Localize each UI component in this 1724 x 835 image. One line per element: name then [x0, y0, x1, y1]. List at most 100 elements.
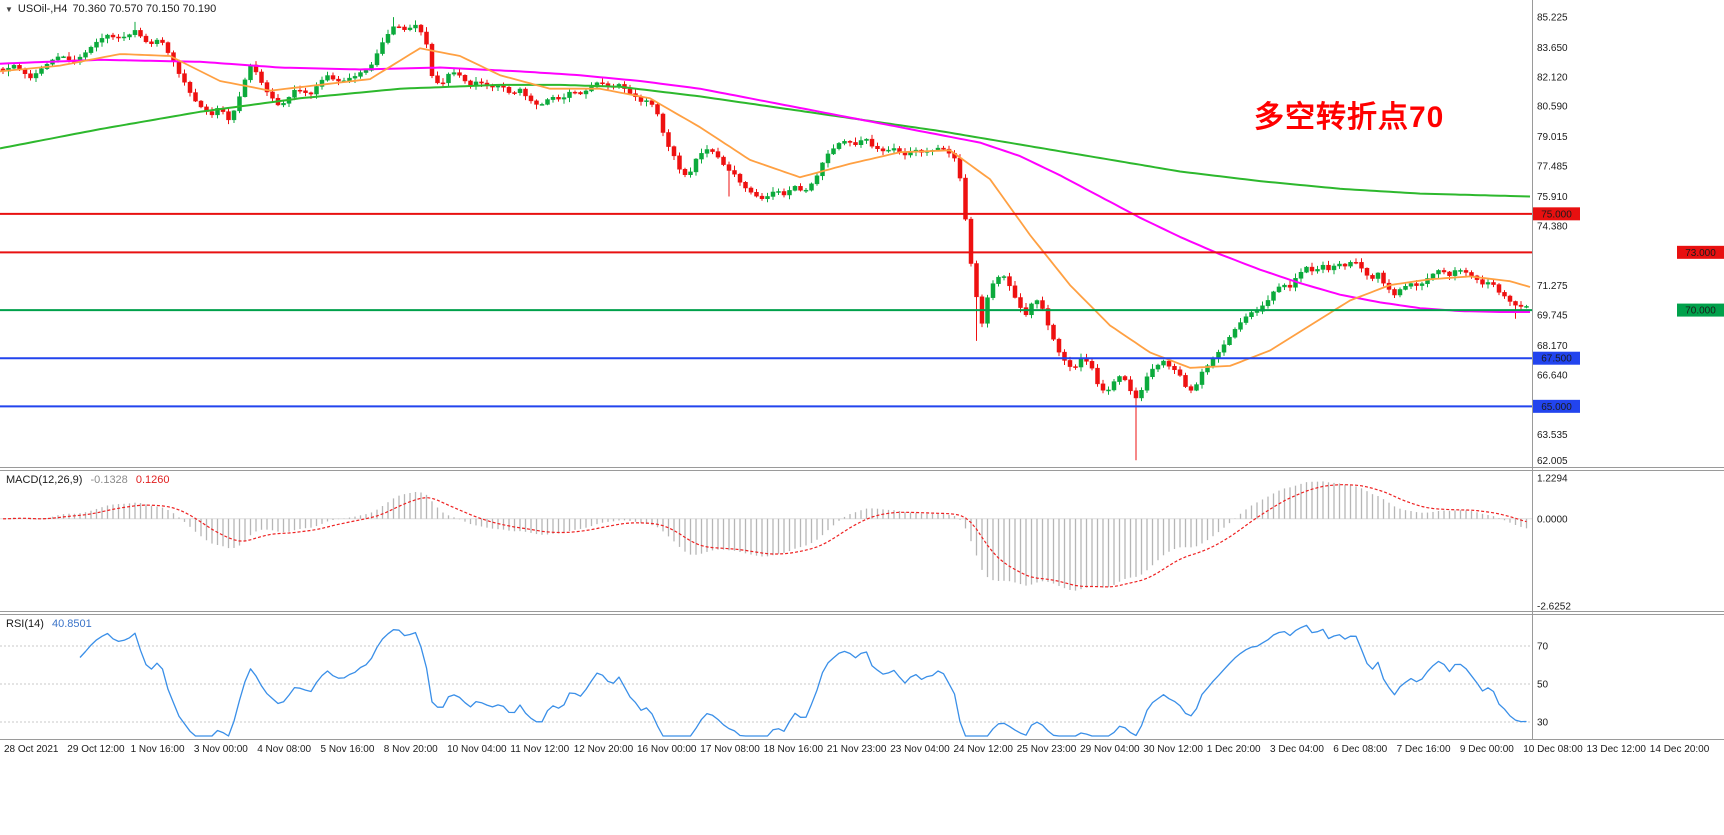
time-tick-label: 23 Nov 04:00: [890, 744, 950, 755]
candle-body: [666, 132, 671, 147]
candle-body: [1298, 271, 1304, 279]
candle-body: [407, 27, 413, 30]
time-tick-label: 3 Dec 04:00: [1270, 744, 1324, 755]
candle-body: [1194, 384, 1199, 391]
candle-body: [836, 143, 842, 149]
candle-body: [1221, 344, 1227, 353]
candle-body: [319, 79, 325, 87]
candle-body: [1023, 307, 1029, 316]
candle-body: [1227, 336, 1232, 346]
price-scale[interactable]: 85.225 83.650 82.120 80.590 79.015 77.485 75.9…: [1533, 13, 1724, 729]
price-tick-label: 83.650: [1537, 43, 1568, 54]
candle-body: [1238, 322, 1243, 330]
candle-body: [143, 35, 149, 43]
candle-body: [1326, 264, 1331, 271]
candle-body: [1001, 276, 1007, 278]
candle-body: [957, 157, 963, 179]
candle-body: [583, 90, 589, 95]
candle-body: [160, 39, 165, 43]
candle-body: [737, 173, 743, 183]
candle-body: [39, 68, 44, 74]
candle-body: [1056, 338, 1062, 353]
candle-body: [1265, 300, 1271, 307]
candle-body: [1359, 262, 1364, 269]
candle-body: [990, 283, 996, 298]
time-tick-label: 25 Nov 23:00: [1017, 744, 1077, 755]
candle-body: [380, 42, 385, 54]
candle-body: [154, 39, 160, 44]
candle-body: [726, 164, 732, 171]
candle-body: [1012, 285, 1018, 298]
candle-body: [1320, 264, 1326, 270]
symbol-info-bar: ▼ USOil-,H4 70.360 70.570 70.150 70.190: [5, 3, 216, 15]
chart-canvas[interactable]: 85.225 83.650 82.120 80.590 79.015 77.485 75.9…: [0, 0, 1724, 770]
ma-fast-line: [0, 47, 1531, 369]
candle-body: [1100, 383, 1106, 391]
candle-body: [864, 138, 869, 141]
candle-body: [1430, 273, 1436, 279]
price-tick-label: 63.535: [1537, 430, 1568, 441]
candle-body: [1463, 270, 1469, 273]
candle-body: [853, 142, 858, 145]
candle-body: [1375, 272, 1381, 279]
time-tick-label: 18 Nov 16:00: [764, 744, 824, 755]
candle-body: [1062, 351, 1067, 361]
price-tick-label: 71.275: [1537, 281, 1568, 292]
candle-body: [1315, 269, 1320, 272]
candle-body: [1007, 276, 1012, 287]
candle-body: [748, 187, 754, 193]
candle-body: [814, 175, 820, 185]
collapse-panel-icon[interactable]: ▼: [5, 4, 13, 14]
candle-body: [550, 97, 556, 100]
candle-body: [875, 145, 880, 149]
candle-body: [429, 43, 435, 77]
candle-body: [963, 177, 968, 220]
candle-body: [479, 81, 484, 84]
candle-body: [1205, 365, 1210, 373]
candle-body: [292, 89, 297, 98]
time-scale[interactable]: 28 Oct 2021 29 Oct 12:00 1 Nov 16:00 3 Nov …: [4, 744, 1710, 755]
candle-body: [1502, 292, 1507, 297]
candle-body: [413, 24, 418, 29]
candle-body: [809, 183, 814, 191]
candle-body: [787, 190, 792, 196]
candle-body: [132, 30, 138, 35]
candle-body: [264, 82, 270, 93]
rsi-panel[interactable]: [0, 624, 1532, 737]
candle-body: [1161, 360, 1166, 366]
price-tick-label: 79.015: [1537, 132, 1568, 143]
candle-body: [1419, 283, 1425, 286]
candle-body: [1353, 262, 1359, 264]
candle-body: [831, 148, 836, 155]
candle-body: [1106, 389, 1111, 392]
price-panel[interactable]: [0, 17, 1532, 461]
candle-body: [259, 71, 264, 83]
time-tick-label: 29 Nov 04:00: [1080, 744, 1140, 755]
candle-body: [193, 92, 198, 102]
price-line-badge: [1677, 245, 1724, 259]
candle-body: [561, 97, 567, 100]
candle-body: [1364, 267, 1370, 276]
candle-body: [556, 97, 561, 100]
candle-body: [1507, 295, 1513, 302]
candle-body: [743, 181, 748, 189]
candle-body: [1348, 262, 1353, 267]
candle-body: [567, 91, 572, 98]
time-tick-label: 21 Nov 23:00: [827, 744, 887, 755]
candle-body: [1425, 278, 1430, 284]
time-tick-label: 5 Nov 16:00: [321, 744, 375, 755]
price-line-badge-label: 75.000: [1541, 209, 1572, 220]
candle-body: [891, 148, 897, 151]
candle-body: [1122, 376, 1128, 381]
candle-body: [270, 91, 275, 99]
panel-separators: [0, 0, 1724, 740]
rsi-level-label: 30: [1537, 718, 1549, 729]
price-line-badge-label: 73.000: [1685, 248, 1716, 259]
macd-panel[interactable]: [0, 481, 1532, 591]
candle-body: [1095, 367, 1100, 385]
symbol-period-label: USOil-,H4: [17, 3, 68, 15]
candle-body: [781, 191, 787, 196]
price-line-badge-label: 70.000: [1685, 306, 1716, 317]
candle-body: [847, 141, 853, 143]
